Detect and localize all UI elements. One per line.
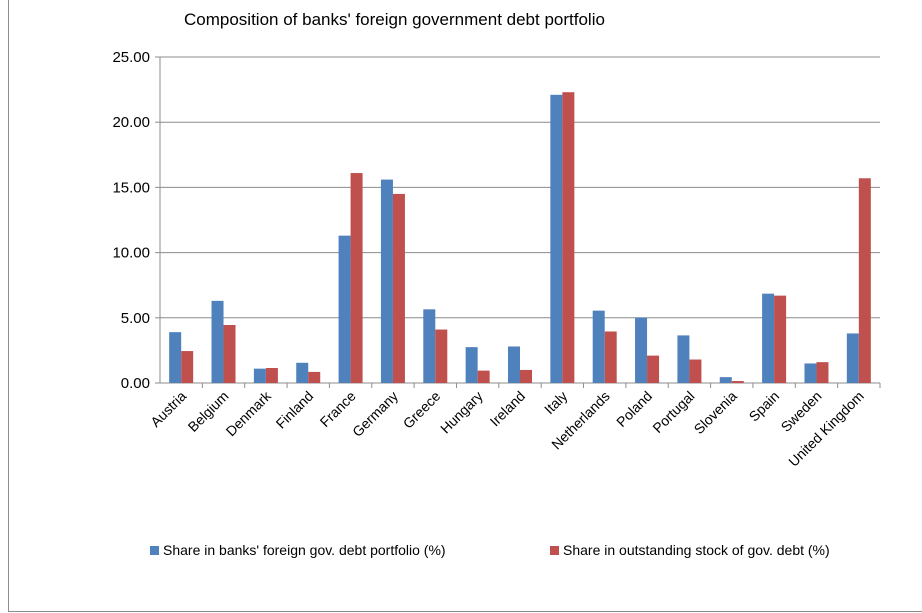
bar-outstanding-germany bbox=[392, 193, 405, 383]
bar-outstanding-italy bbox=[562, 92, 575, 383]
x-tick-label: Finland bbox=[273, 388, 317, 432]
bar-outstanding-sweden bbox=[816, 362, 829, 383]
bar-outstanding-finland bbox=[308, 371, 321, 383]
bar-portfolio-poland bbox=[635, 317, 648, 383]
bar-portfolio-slovenia bbox=[719, 377, 732, 383]
bar-outstanding-belgium bbox=[223, 324, 236, 383]
legend-label-series-2: Share in outstanding stock of gov. debt … bbox=[563, 542, 830, 558]
x-tick-label: Poland bbox=[613, 388, 655, 430]
bar-portfolio-germany bbox=[380, 179, 393, 383]
bar-portfolio-united-kingdom bbox=[846, 333, 859, 383]
bar-portfolio-denmark bbox=[253, 368, 266, 383]
bar-outstanding-denmark bbox=[265, 368, 278, 383]
legend: Share in banks' foreign gov. debt portfo… bbox=[0, 542, 922, 562]
bar-outstanding-austria bbox=[181, 351, 194, 383]
chart-frame bbox=[8, 0, 922, 612]
bar-outstanding-hungary bbox=[477, 370, 490, 383]
y-tick-label: 5.00 bbox=[121, 310, 150, 327]
x-tick-label: Hungary bbox=[437, 388, 486, 437]
bar-portfolio-belgium bbox=[211, 300, 224, 383]
x-tick-label: Italy bbox=[541, 388, 570, 417]
y-tick-label: 15.00 bbox=[112, 179, 150, 196]
bar-outstanding-poland bbox=[647, 355, 660, 383]
bar-portfolio-netherlands bbox=[592, 310, 605, 383]
y-tick-label: 0.00 bbox=[121, 375, 150, 392]
bar-outstanding-greece bbox=[435, 329, 448, 383]
legend-item-series-1: Share in banks' foreign gov. debt portfo… bbox=[150, 542, 446, 558]
x-tick-label: France bbox=[317, 388, 359, 430]
y-tick-label: 20.00 bbox=[112, 114, 150, 131]
bar-outstanding-ireland bbox=[520, 369, 532, 383]
bar-portfolio-austria bbox=[169, 332, 182, 383]
bar-portfolio-ireland bbox=[508, 346, 520, 383]
bar-portfolio-france bbox=[338, 235, 351, 383]
legend-item-series-2: Share in outstanding stock of gov. debt … bbox=[550, 542, 830, 558]
bar-outstanding-united-kingdom bbox=[858, 178, 871, 383]
legend-swatch-series-1 bbox=[150, 545, 159, 555]
bar-chart: 0.005.0010.0015.0020.0025.00AustriaBelgi… bbox=[112, 49, 881, 470]
x-tick-label: United Kingdom bbox=[785, 388, 867, 470]
bar-outstanding-netherlands bbox=[604, 331, 617, 383]
bar-outstanding-slovenia bbox=[731, 381, 744, 383]
legend-label-series-1: Share in banks' foreign gov. debt portfo… bbox=[163, 542, 446, 558]
bar-outstanding-france bbox=[350, 173, 363, 383]
y-tick-label: 10.00 bbox=[112, 245, 150, 262]
x-tick-label: Slovenia bbox=[691, 388, 740, 437]
x-tick-label: Ireland bbox=[487, 388, 529, 430]
bar-portfolio-spain bbox=[762, 293, 775, 383]
bar-portfolio-sweden bbox=[804, 363, 817, 383]
bar-portfolio-hungary bbox=[465, 347, 478, 383]
x-tick-label: Portugal bbox=[649, 388, 697, 436]
x-tick-label: Denmark bbox=[223, 387, 275, 439]
bar-outstanding-spain bbox=[774, 295, 787, 383]
bar-portfolio-italy bbox=[550, 94, 563, 383]
bar-outstanding-portugal bbox=[689, 359, 702, 383]
y-tick-label: 25.00 bbox=[112, 49, 150, 66]
x-tick-label: Spain bbox=[746, 388, 783, 425]
x-tick-label: Germany bbox=[349, 388, 401, 440]
bar-portfolio-portugal bbox=[677, 335, 690, 383]
bar-portfolio-greece bbox=[423, 309, 436, 383]
chart-title: Composition of banks' foreign government… bbox=[184, 10, 605, 29]
x-tick-label: Austria bbox=[147, 388, 189, 430]
legend-swatch-series-2 bbox=[550, 545, 559, 555]
bar-portfolio-finland bbox=[296, 362, 309, 383]
